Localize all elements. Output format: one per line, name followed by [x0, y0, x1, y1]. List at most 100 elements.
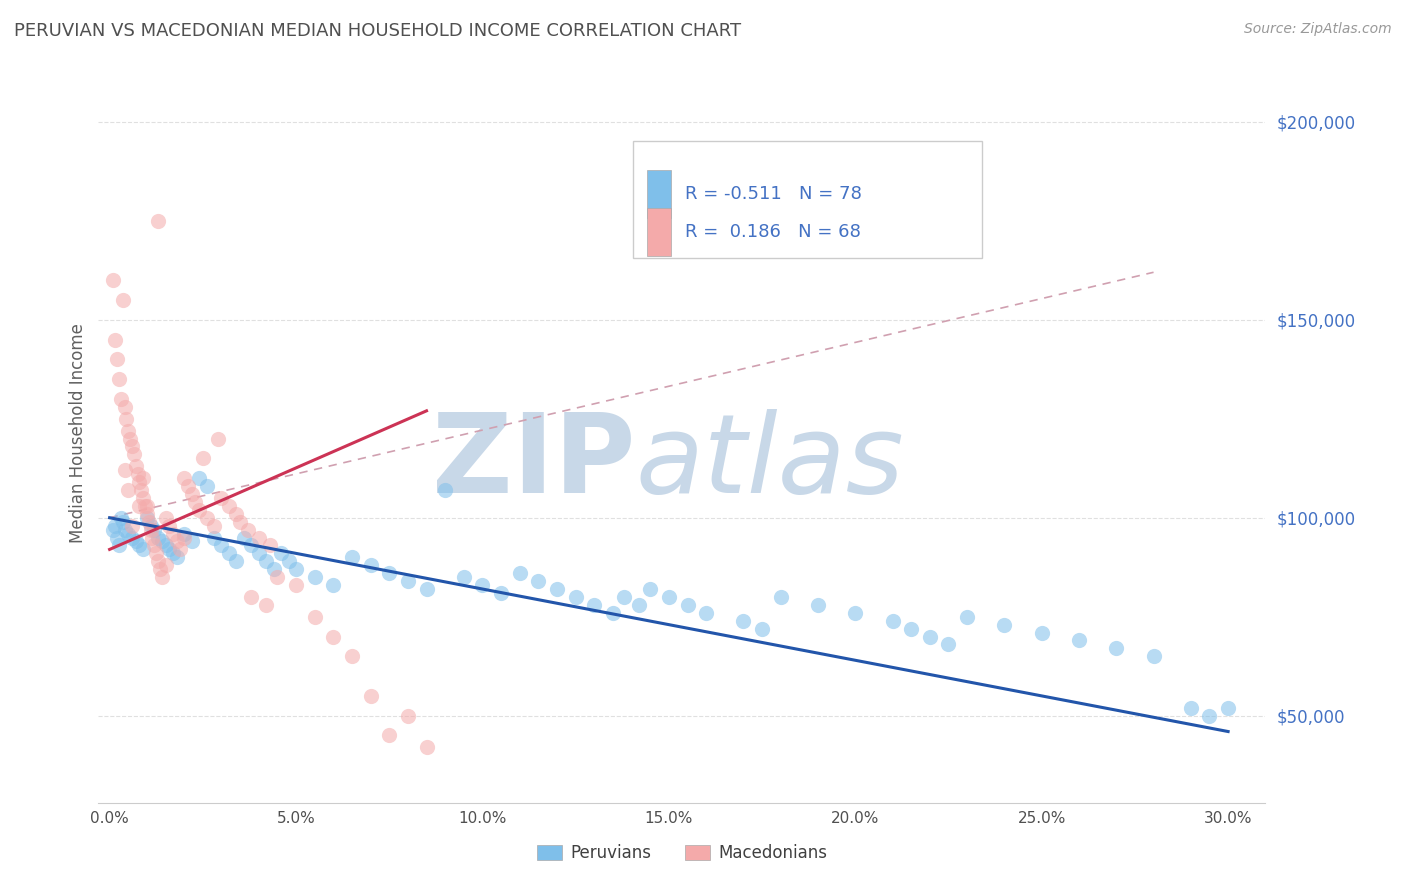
Point [121, 518, 143, 533]
Point [638, 582, 661, 596]
Point [263, 562, 285, 576]
Point [105, 531, 128, 545]
Point [110, 392, 132, 406]
Point [360, 558, 382, 573]
Point [120, 432, 142, 446]
Point [184, 495, 207, 509]
Point [340, 649, 363, 664]
Point [270, 546, 292, 560]
Text: R = -0.511   N = 78: R = -0.511 N = 78 [685, 185, 862, 202]
Point [155, 510, 177, 524]
Point [1142, 649, 1164, 664]
Point [166, 550, 188, 565]
Point [415, 740, 437, 755]
Point [396, 574, 419, 588]
Point [900, 622, 922, 636]
Point [114, 463, 136, 477]
Point [115, 411, 138, 425]
Point [117, 526, 139, 541]
Point [104, 333, 127, 347]
Point [188, 471, 211, 485]
Point [769, 590, 792, 604]
Point [751, 622, 773, 636]
Point [145, 546, 167, 560]
Point [1198, 708, 1220, 723]
Point [173, 531, 195, 545]
Point [177, 479, 200, 493]
Point [378, 566, 401, 581]
Point [132, 491, 155, 505]
Point [277, 554, 299, 568]
Point [157, 542, 180, 557]
Point [111, 293, 134, 307]
Point [695, 606, 717, 620]
Point [453, 570, 475, 584]
Point [564, 590, 586, 604]
Point [396, 708, 419, 723]
Point [128, 499, 150, 513]
Point [1105, 641, 1128, 656]
Point [322, 630, 344, 644]
Point [602, 606, 624, 620]
Text: ZIP: ZIP [432, 409, 636, 516]
Point [162, 546, 184, 560]
Point [111, 515, 134, 529]
Point [108, 372, 131, 386]
Point [658, 590, 681, 604]
Point [146, 554, 169, 568]
Point [150, 534, 173, 549]
Point [195, 479, 218, 493]
Point [259, 538, 281, 552]
Point [285, 562, 308, 576]
Point [340, 550, 363, 565]
Point [232, 531, 254, 545]
Point [195, 510, 218, 524]
Point [134, 499, 156, 513]
Point [132, 471, 155, 485]
Point [993, 617, 1015, 632]
Point [613, 590, 636, 604]
Text: Source: ZipAtlas.com: Source: ZipAtlas.com [1244, 22, 1392, 37]
Point [938, 637, 960, 651]
Point [489, 586, 512, 600]
Point [103, 523, 125, 537]
Point [128, 538, 150, 552]
Point [117, 424, 139, 438]
Point [1067, 633, 1090, 648]
Point [254, 598, 277, 612]
Point [121, 531, 143, 545]
Point [155, 538, 177, 552]
Point [132, 542, 155, 557]
Point [322, 578, 344, 592]
Point [127, 467, 149, 482]
Point [434, 483, 457, 497]
Point [141, 531, 163, 545]
Point [247, 546, 270, 560]
Point [527, 574, 550, 588]
Point [304, 570, 326, 584]
Point [225, 554, 247, 568]
Y-axis label: Median Household Income: Median Household Income [69, 323, 87, 542]
Point [139, 523, 162, 537]
Point [150, 570, 173, 584]
Point [146, 531, 169, 545]
Point [807, 598, 830, 612]
Point [225, 507, 247, 521]
Point [202, 518, 225, 533]
Text: atlas: atlas [636, 409, 904, 516]
Point [202, 531, 225, 545]
Point [1216, 700, 1239, 714]
Point [173, 526, 195, 541]
Point [135, 499, 157, 513]
Point [146, 214, 169, 228]
Point [135, 510, 157, 524]
Point [415, 582, 437, 596]
Point [247, 531, 270, 545]
Point [236, 523, 259, 537]
Point [121, 440, 143, 454]
Point [218, 546, 240, 560]
Point [254, 554, 277, 568]
Point [240, 538, 263, 552]
Point [135, 507, 157, 521]
Point [956, 609, 979, 624]
